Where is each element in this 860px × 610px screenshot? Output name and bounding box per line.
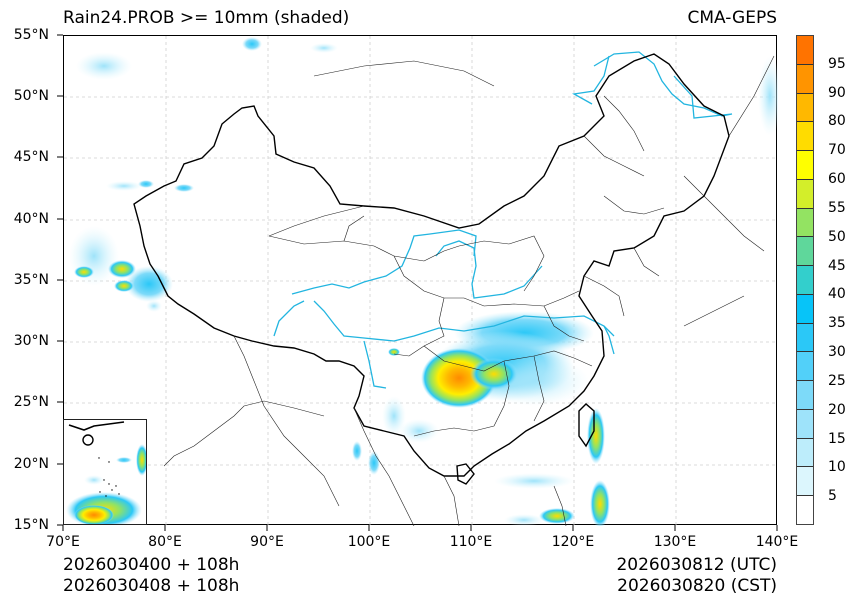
colorbar-label: 45 [828,257,846,274]
map-canvas [64,36,778,526]
lat-label: 20°N [13,456,49,472]
colorbar-label: 95 [828,55,846,72]
colorbar-segment [797,265,813,294]
colorbar-label: 30 [828,344,846,361]
lat-label: 40°N [13,211,49,227]
colorbar-segment [797,35,813,64]
init-time-cst: 2026030408 + 108h [63,576,240,596]
colorbar-segment [797,293,813,323]
china-boundary [133,53,730,485]
colorbar-label: 20 [828,401,846,418]
lon-label: 130°E [653,534,697,550]
rivers [273,51,733,389]
colorbar-segment [797,63,813,93]
province-boundaries [163,55,775,526]
map-title: Rain24.PROB >= 10mm (shaded) [63,8,350,28]
colorbar [796,35,814,525]
valid-time-utc: 2026030812 (UTC) [616,555,777,575]
colorbar-segment [797,92,813,122]
south-china-sea-inset [63,419,147,525]
lon-label: 120°E [551,534,595,550]
colorbar-label: 80 [828,113,846,130]
colorbar-segment [797,351,813,381]
lon-label: 110°E [449,534,493,550]
colorbar-label: 15 [828,430,846,447]
lat-label: 30°N [13,333,49,349]
colorbar-label: 25 [828,372,846,389]
colorbar-segment [797,322,813,352]
colorbar-label: 55 [828,199,846,216]
lon-label: 80°E [148,534,182,550]
colorbar-segment [797,408,813,438]
lon-label: 140°E [755,534,799,550]
valid-time-cst: 2026030820 (CST) [617,576,777,596]
lon-label: 100°E [347,534,391,550]
valid-time-info: 2026030812 (UTC) 2026030820 (CST) [616,555,777,597]
lon-label: 90°E [250,534,284,550]
colorbar-segment [797,380,813,409]
lon-label: 70°E [46,534,80,550]
gridlines [64,36,778,526]
colorbar-label: 90 [828,84,846,101]
colorbar-label: 60 [828,171,846,188]
lat-label: 35°N [13,272,49,288]
lat-label: 50°N [13,88,49,104]
colorbar-label: 35 [828,315,846,332]
colorbar-segment [797,207,813,237]
model-name: CMA-GEPS [687,8,777,28]
colorbar-label: 5 [828,488,837,505]
lat-label: 45°N [13,149,49,165]
init-time-utc: 2026030400 + 108h [63,555,240,575]
colorbar-label: 70 [828,142,846,159]
map-plot-area [63,35,778,526]
colorbar-label: 50 [828,228,846,245]
colorbar-segment [797,121,813,151]
colorbar-segment [797,495,813,524]
init-time-info: 2026030400 + 108h 2026030408 + 108h [63,555,239,597]
colorbar-segment [797,466,813,496]
colorbar-segment [797,437,813,467]
colorbar-segment [797,236,813,266]
lat-label: 25°N [13,394,49,410]
rain-probability-shading [69,37,778,526]
colorbar-label: 40 [828,286,846,303]
colorbar-label: 10 [828,459,846,476]
colorbar-segment [797,178,813,208]
lat-label: 55°N [13,27,49,43]
lat-label: 15°N [13,517,49,533]
colorbar-segment [797,150,813,179]
